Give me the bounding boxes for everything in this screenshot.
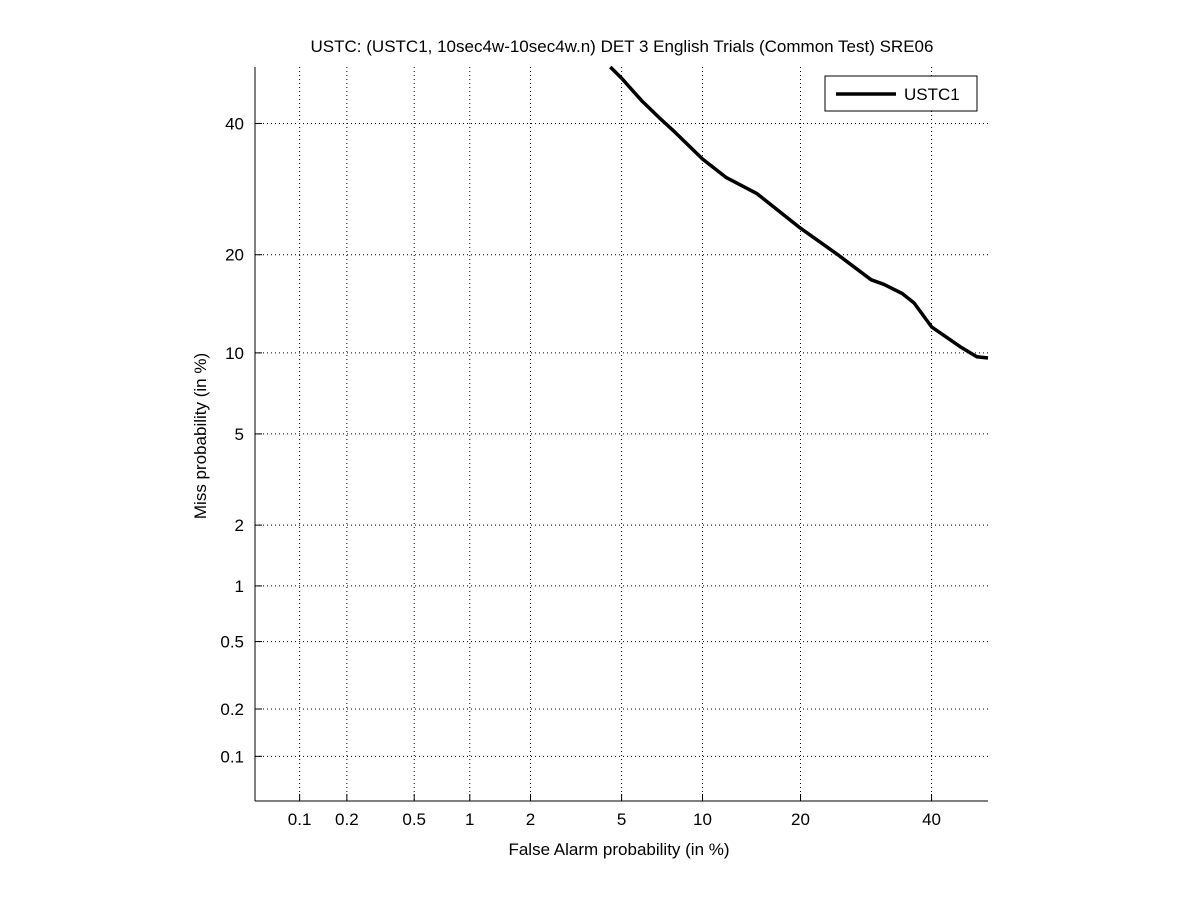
series-line-ustc1 [609,65,989,360]
y-tick-label-2: 2 [235,516,244,535]
x-tick-label-5: 5 [617,810,626,829]
grid-lines [255,67,988,801]
y-axis-ticks: 0.1 0.2 0.5 1 2 5 10 20 40 [220,115,262,766]
legend: USTC1 [824,75,978,112]
y-tick-label-0p5: 0.5 [220,633,244,652]
series-lines [609,65,989,360]
legend-label-ustc1: USTC1 [904,85,960,104]
y-tick-label-0p1: 0.1 [220,747,244,766]
x-tick-label-0p5: 0.5 [402,810,426,829]
x-tick-label-40: 40 [922,810,941,829]
y-tick-label-20: 20 [225,246,244,265]
chart-title: USTC: (USTC1, 10sec4w-10sec4w.n) DET 3 E… [311,37,934,56]
y-tick-label-40: 40 [225,115,244,134]
axes [254,67,988,802]
x-tick-label-2: 2 [526,810,535,829]
x-axis-ticks: 0.1 0.2 0.5 1 2 5 10 20 40 [288,794,941,829]
x-tick-label-0p1: 0.1 [288,810,312,829]
x-tick-label-1: 1 [465,810,474,829]
y-axis-label: Miss probability (in %) [191,353,210,519]
y-tick-label-1: 1 [235,577,244,596]
y-tick-label-10: 10 [225,344,244,363]
x-tick-label-10: 10 [693,810,712,829]
y-tick-label-0p2: 0.2 [220,700,244,719]
y-tick-label-5: 5 [235,425,244,444]
x-tick-label-20: 20 [791,810,810,829]
x-tick-label-0p2: 0.2 [335,810,359,829]
x-axis-label: False Alarm probability (in %) [508,840,729,859]
